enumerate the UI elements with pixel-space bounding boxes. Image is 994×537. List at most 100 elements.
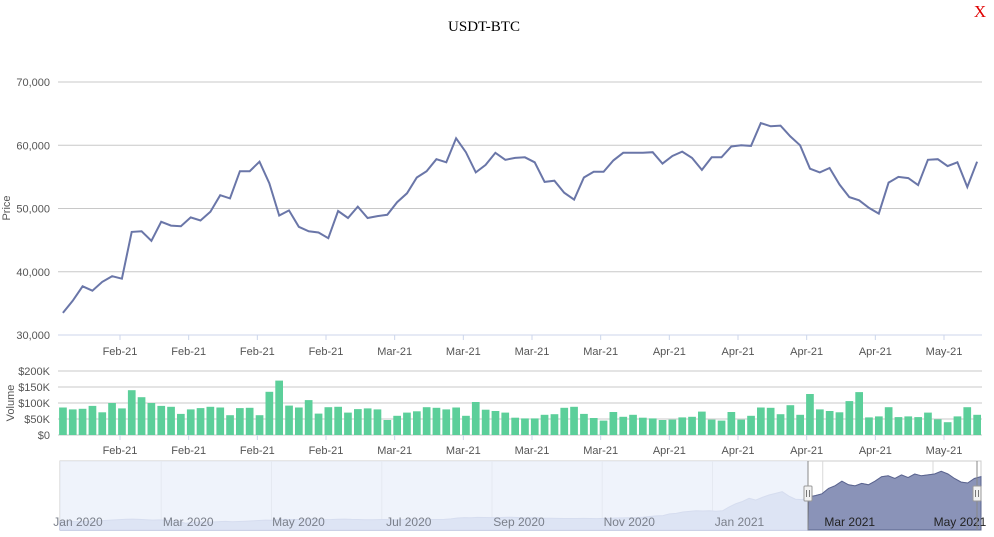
volume-bar[interactable] xyxy=(137,397,146,435)
volume-bar[interactable] xyxy=(924,412,932,435)
volume-bar[interactable] xyxy=(157,405,166,435)
volume-bar[interactable] xyxy=(383,420,392,435)
volume-bar[interactable] xyxy=(334,406,342,435)
volume-bar[interactable] xyxy=(629,414,637,435)
volume-bar[interactable] xyxy=(737,419,745,435)
volume-bar[interactable] xyxy=(88,405,97,435)
volume-bar[interactable] xyxy=(796,414,804,435)
volume-bar[interactable] xyxy=(98,412,107,435)
close-button[interactable]: X xyxy=(974,2,986,21)
volume-bar[interactable] xyxy=(393,415,401,435)
volume-bar[interactable] xyxy=(177,413,185,435)
volume-bar[interactable] xyxy=(727,412,736,435)
navigator[interactable]: Jan 2020 Mar 2020 May 2020 Jul 2020 Sep 2020… xyxy=(53,460,987,531)
volume-bar[interactable] xyxy=(835,412,844,435)
volume-bar[interactable] xyxy=(943,422,952,435)
volume-bar[interactable] xyxy=(265,391,274,435)
volume-bar[interactable] xyxy=(865,417,873,435)
volume-bar[interactable] xyxy=(707,419,716,435)
volume-bar[interactable] xyxy=(108,403,116,435)
volume-bar[interactable] xyxy=(963,407,972,435)
volume-bar[interactable] xyxy=(619,416,628,435)
navigator-handle-grip[interactable] xyxy=(972,485,982,502)
volume-bar[interactable] xyxy=(78,408,87,435)
volume-bar[interactable] xyxy=(678,417,687,435)
volume-bar[interactable] xyxy=(491,411,500,435)
volume-bar[interactable] xyxy=(688,416,696,435)
volume-bar[interactable] xyxy=(186,409,195,435)
volume-bar[interactable] xyxy=(147,403,156,435)
volume-bar[interactable] xyxy=(855,392,863,435)
navigator-right-handle[interactable] xyxy=(972,461,982,530)
volume-bar[interactable] xyxy=(639,417,647,435)
volume-bar[interactable] xyxy=(757,407,765,436)
volume-bar[interactable] xyxy=(275,380,283,435)
volume-bar[interactable] xyxy=(511,417,519,435)
volume-bar[interactable] xyxy=(422,407,431,435)
volume-bar[interactable] xyxy=(245,407,254,435)
volume-bar[interactable] xyxy=(354,409,362,435)
volume-bar[interactable] xyxy=(806,394,814,435)
volume-bar[interactable] xyxy=(550,414,559,435)
volume-bar[interactable] xyxy=(167,406,175,435)
volume-bar[interactable] xyxy=(668,419,677,435)
volume-bar[interactable] xyxy=(413,411,421,435)
volume-bar[interactable] xyxy=(648,418,657,435)
volume-bar[interactable] xyxy=(530,418,539,435)
volume-bar[interactable] xyxy=(953,416,962,435)
volume-bar[interactable] xyxy=(599,420,608,435)
volume-bar[interactable] xyxy=(973,414,981,435)
volume-bar[interactable] xyxy=(363,408,372,435)
volume-bar[interactable] xyxy=(570,406,578,435)
volume-bar[interactable] xyxy=(442,409,451,435)
volume-bar[interactable] xyxy=(255,415,264,435)
volume-bar[interactable] xyxy=(904,416,913,435)
volume-bar[interactable] xyxy=(580,413,588,435)
volume-bar[interactable] xyxy=(216,407,225,436)
volume-bar[interactable] xyxy=(403,412,411,435)
volume-bar[interactable] xyxy=(452,407,460,436)
volume-bar[interactable] xyxy=(540,414,549,435)
volume-bar[interactable] xyxy=(894,417,903,435)
volume-bar[interactable] xyxy=(776,414,785,435)
volume-bar[interactable] xyxy=(462,415,470,435)
volume-bar[interactable] xyxy=(521,418,529,435)
volume-bar[interactable] xyxy=(658,420,667,435)
volume-bar[interactable] xyxy=(589,418,598,435)
volume-bar[interactable] xyxy=(304,400,313,435)
volume-bar[interactable] xyxy=(127,390,136,435)
volume-bar[interactable] xyxy=(481,409,490,435)
volume-bar[interactable] xyxy=(432,407,441,435)
volume-bar[interactable] xyxy=(59,407,67,436)
volume-bar[interactable] xyxy=(68,409,77,435)
volume-bar[interactable] xyxy=(875,416,883,435)
volume-bar[interactable] xyxy=(501,412,510,435)
volume-bar[interactable] xyxy=(914,417,922,435)
volume-bar[interactable] xyxy=(471,402,480,435)
navigator-handle-grip[interactable] xyxy=(803,485,813,502)
volume-bar[interactable] xyxy=(373,409,382,435)
volume-bar[interactable] xyxy=(285,405,293,435)
volume-bar[interactable] xyxy=(698,411,706,435)
volume-bar[interactable] xyxy=(747,415,755,435)
price-series-line[interactable] xyxy=(62,121,979,314)
volume-bar[interactable] xyxy=(786,405,795,435)
volume-bar[interactable] xyxy=(609,412,618,435)
volume-bar[interactable] xyxy=(196,408,205,435)
volume-bar[interactable] xyxy=(845,401,854,435)
volume-bar[interactable] xyxy=(717,420,726,435)
volume-bar[interactable] xyxy=(324,407,333,435)
volume-bar[interactable] xyxy=(766,407,775,435)
volume-bar[interactable] xyxy=(118,408,126,435)
volume-bar[interactable] xyxy=(236,408,244,435)
volume-bar[interactable] xyxy=(295,407,303,436)
volume-bar[interactable] xyxy=(206,406,215,435)
volume-bar[interactable] xyxy=(344,412,352,435)
volume-bar[interactable] xyxy=(933,419,942,435)
volume-bar[interactable] xyxy=(816,409,824,435)
volume-bar[interactable] xyxy=(560,407,569,435)
volume-bar[interactable] xyxy=(226,415,234,435)
navigator-left-handle[interactable] xyxy=(803,461,813,530)
volume-bar[interactable] xyxy=(884,407,893,435)
volume-bar[interactable] xyxy=(314,413,323,435)
